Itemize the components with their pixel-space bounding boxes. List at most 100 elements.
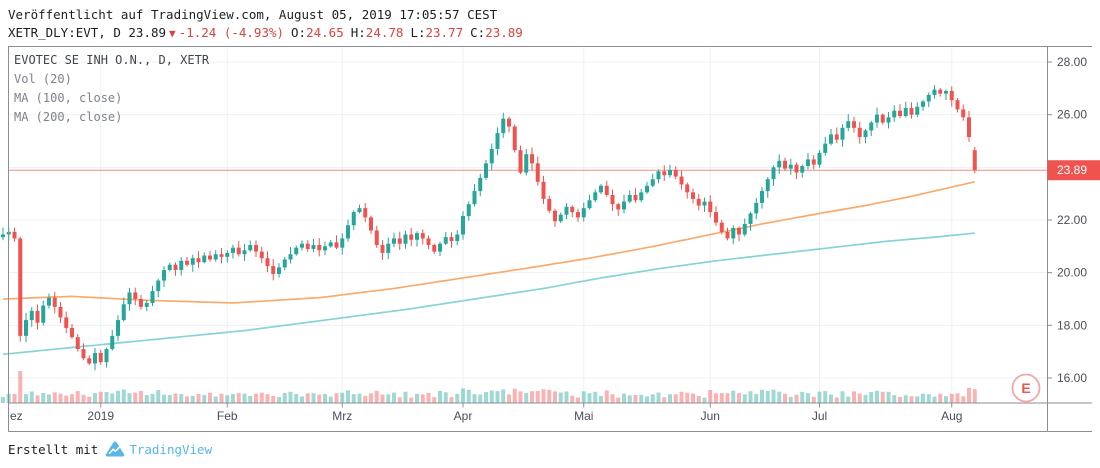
candle-body: [24, 320, 28, 336]
candle-body: [167, 264, 172, 271]
volume-bar: [852, 391, 856, 403]
volume-bar: [110, 393, 115, 403]
candle-body: [455, 234, 460, 242]
candle-body: [29, 310, 34, 321]
volume-bar: [863, 394, 868, 403]
legend-ma200: MA (200, close): [14, 110, 123, 124]
volume-bar: [24, 394, 28, 403]
price-chart[interactable]: 28.0026.0024.0022.0020.0018.0016.00ez201…: [0, 46, 1100, 436]
volume-bar: [328, 396, 333, 403]
volume-bar: [892, 395, 897, 403]
candle-body: [547, 198, 552, 211]
volume-bar: [41, 393, 46, 403]
candle-body: [179, 260, 184, 271]
volume-bar: [725, 393, 730, 403]
volume-bar: [961, 396, 966, 403]
volume-bar: [392, 392, 396, 403]
candle-body: [340, 238, 345, 248]
candle-body: [1, 234, 5, 238]
candle-body: [12, 231, 17, 239]
volume-bar: [662, 397, 667, 403]
candle-body: [156, 280, 161, 292]
open-label: O:: [291, 25, 307, 40]
volume-bar: [231, 394, 235, 403]
tradingview-logo-icon: [106, 441, 125, 457]
volume-bar: [334, 393, 339, 403]
candle-body: [576, 212, 580, 218]
volume-bar: [363, 395, 368, 403]
candle-body: [294, 247, 299, 255]
candle-body: [857, 127, 862, 138]
candle-body: [846, 121, 851, 128]
candle-body: [380, 245, 385, 253]
candle-body: [771, 167, 776, 180]
volume-bar: [898, 396, 902, 403]
candle-body: [616, 204, 621, 210]
candle-body: [645, 185, 649, 193]
candle-body: [696, 198, 701, 206]
volume-bar: [116, 390, 120, 403]
volume-bar: [668, 394, 672, 403]
candle-body: [300, 243, 304, 248]
candle-body: [357, 208, 362, 213]
candle-body: [852, 121, 856, 128]
candle-body: [18, 238, 23, 336]
volume-bar: [564, 391, 569, 403]
candle-body: [127, 292, 132, 305]
volume-bar: [300, 396, 304, 403]
volume-bar: [622, 393, 626, 403]
candle-body: [639, 192, 644, 201]
legend-volume: Vol (20): [14, 72, 72, 86]
candle-body: [409, 234, 414, 240]
volume-bar: [64, 395, 69, 403]
candle-body: [403, 234, 408, 244]
volume-bar: [800, 391, 805, 403]
last-price-badge-label: 23.89: [1057, 163, 1087, 177]
tradingview-link[interactable]: TradingView: [129, 441, 213, 457]
volume-bar: [616, 397, 621, 403]
candle-body: [35, 310, 40, 323]
volume-bar: [610, 394, 615, 403]
candle-body: [346, 225, 350, 239]
month-label: Aug: [941, 409, 962, 423]
volume-bar: [886, 391, 891, 403]
candle-body: [363, 208, 368, 218]
candle-body: [892, 110, 897, 118]
candle-body: [374, 230, 379, 246]
volume-bar: [139, 390, 143, 403]
candle-body: [610, 194, 615, 205]
price-tick-label: 28.00: [1057, 55, 1087, 69]
volume-bar: [811, 396, 816, 403]
volume-bar: [35, 395, 40, 403]
candle-body: [208, 255, 212, 260]
candle-body: [397, 238, 402, 244]
candle-body: [725, 231, 730, 239]
candle-body: [75, 337, 80, 350]
candle-body: [944, 90, 948, 94]
candle-body: [277, 267, 281, 274]
volume-bar: [627, 395, 632, 403]
candle-body: [932, 89, 937, 95]
month-label: Apr: [454, 409, 473, 423]
evotec-watermark-circle: [1011, 373, 1041, 403]
volume-bar: [70, 394, 74, 403]
volume-bar: [127, 393, 132, 403]
volume-bar: [179, 394, 184, 403]
volume-bar: [846, 396, 851, 403]
candle-body: [530, 154, 534, 164]
candle-body: [495, 133, 500, 149]
candle-body: [765, 179, 770, 192]
candle-body: [93, 352, 97, 364]
volume-bar: [829, 394, 833, 403]
volume-bar: [650, 394, 655, 403]
candle-body: [691, 192, 695, 199]
candle-body: [162, 270, 166, 281]
volume-bar: [346, 390, 350, 403]
volume-bar: [415, 393, 419, 403]
month-label: Jul: [812, 409, 827, 423]
candle-body: [449, 237, 454, 242]
volume-bar: [938, 393, 943, 403]
volume-bar: [455, 393, 460, 403]
candle-body: [633, 194, 638, 201]
volume-bar: [47, 394, 51, 403]
